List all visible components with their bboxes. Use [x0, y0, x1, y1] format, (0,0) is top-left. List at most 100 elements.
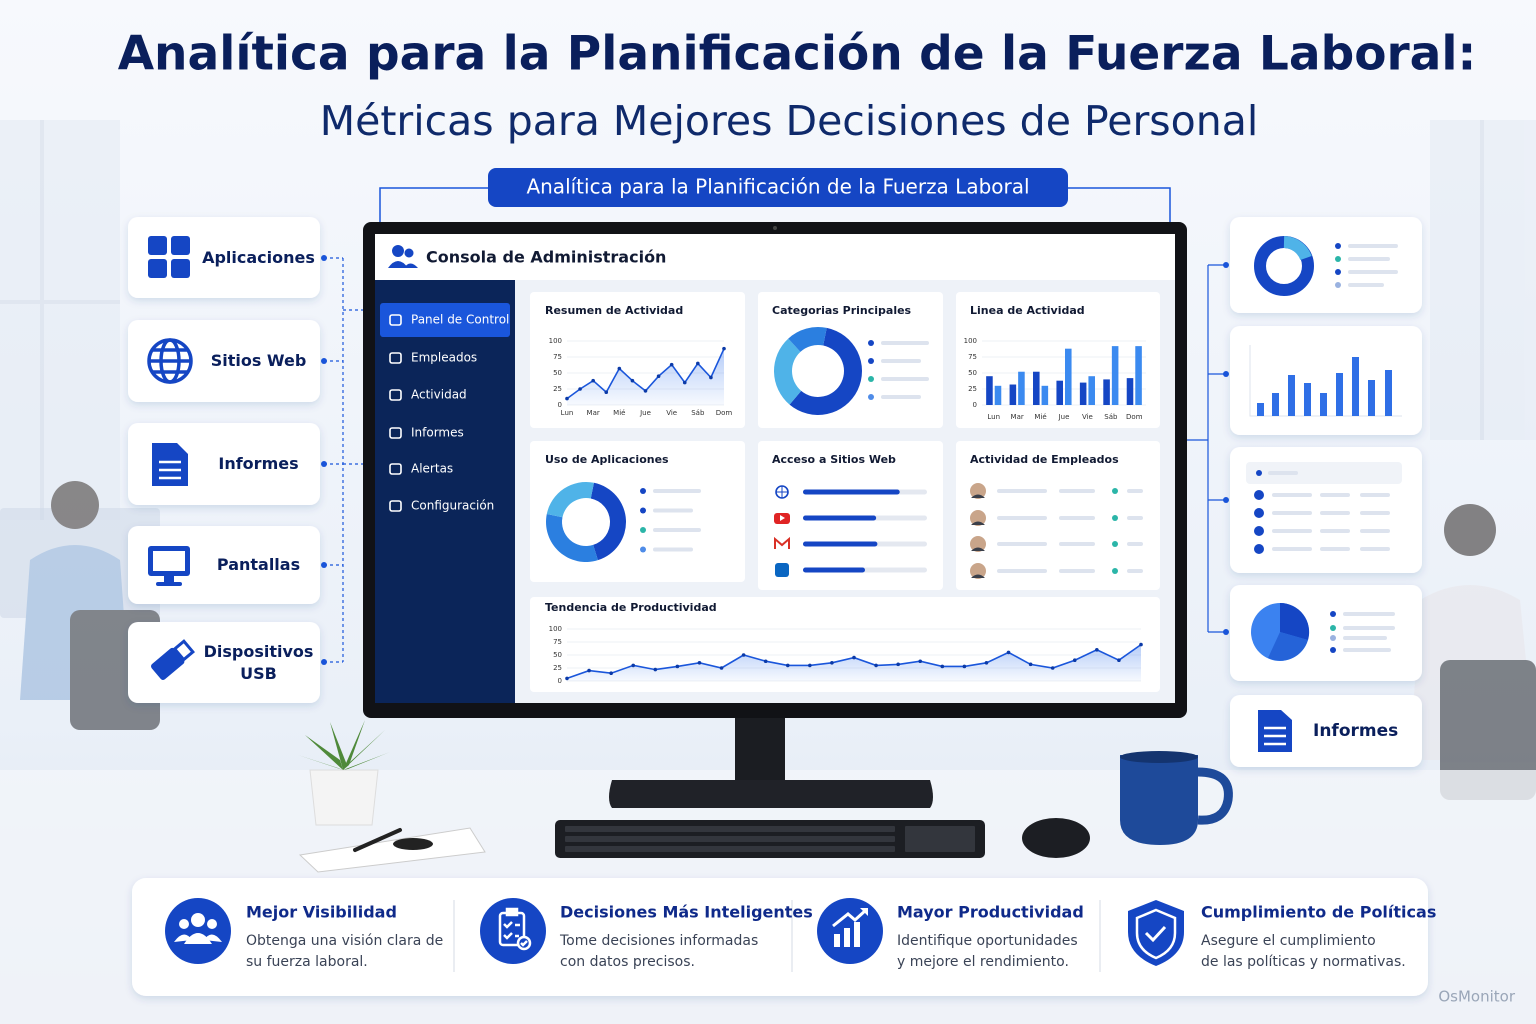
line-point — [785, 663, 790, 668]
feature-description: de las políticas y normativas. — [1201, 954, 1406, 970]
console-header — [375, 234, 1175, 280]
panel-title: Actividad de Empleados — [970, 453, 1119, 466]
y-tick-label: 75 — [968, 353, 977, 361]
employee-status — [1112, 541, 1118, 547]
feature-title: Mejor Visibilidad — [246, 903, 397, 922]
x-tick-label: Mié — [613, 409, 625, 417]
line-area — [567, 348, 724, 405]
x-tick-label: Lun — [987, 413, 1000, 421]
line-point — [1050, 666, 1055, 670]
line-point — [808, 663, 812, 668]
line-point — [984, 661, 989, 665]
plant — [298, 720, 390, 770]
right-connector-dots — [1223, 262, 1229, 635]
x-tick-label: Vie — [666, 409, 677, 417]
bar — [1126, 378, 1134, 405]
left-card-label-box: Dispositivos USB — [203, 641, 314, 683]
legend-dot — [868, 376, 874, 382]
line-point — [591, 378, 595, 383]
menu-item: Panel de Control — [411, 313, 509, 327]
site-icon — [775, 563, 789, 577]
line-point — [719, 666, 724, 670]
banner-text: Analítica para la Planificación de la Fu… — [526, 175, 1029, 199]
employee-avatar — [970, 563, 986, 579]
x-tick-label: Sáb — [1104, 413, 1118, 421]
menu-icon — [389, 427, 402, 439]
left-card — [128, 622, 320, 703]
employee-placeholder — [1059, 489, 1095, 493]
line-point — [763, 659, 768, 664]
legend-dot — [868, 358, 874, 364]
menu-item: Configuración — [411, 499, 494, 513]
employee-placeholder — [1127, 542, 1143, 546]
line-point — [741, 653, 746, 657]
line-point — [565, 676, 569, 681]
line-point — [682, 380, 687, 385]
mug-top — [1120, 751, 1198, 763]
bar — [1103, 379, 1110, 405]
line-point — [587, 668, 591, 673]
x-tick-label: Mar — [1011, 413, 1024, 421]
line-point — [604, 390, 609, 395]
features: Mejor Visibilidad Obtenga una visión clar… — [246, 903, 1436, 971]
bar — [1056, 380, 1063, 405]
y-tick-label: 50 — [553, 369, 562, 377]
line-area — [567, 644, 1141, 681]
legend-placeholder — [881, 359, 921, 363]
line-point — [675, 664, 680, 669]
mug — [1120, 755, 1198, 845]
feature-description: con datos precisos. — [560, 954, 695, 970]
pen — [353, 828, 402, 852]
employee-avatar-body — [971, 547, 985, 551]
legend-dot — [640, 488, 646, 494]
menu-icon — [389, 352, 402, 364]
line-point — [565, 396, 569, 401]
feature-description: Tome decisiones informadas — [559, 933, 758, 949]
left-card-label-box: Sitios Web — [210, 351, 307, 371]
employee-avatar-body — [971, 521, 985, 525]
bar — [1041, 385, 1049, 405]
menu-icon — [389, 314, 402, 326]
y-tick-label: 25 — [553, 664, 562, 672]
legend-placeholder — [881, 341, 929, 345]
legend-dot — [640, 507, 646, 514]
banner-connector — [379, 187, 1171, 222]
panel-title: Uso de Aplicaciones — [545, 453, 669, 466]
line-point — [697, 661, 702, 665]
left-connector-dots — [321, 255, 327, 665]
x-tick-label: Jue — [639, 409, 651, 417]
employee-avatar-body — [971, 574, 985, 578]
line-point — [669, 362, 674, 367]
employee-placeholder — [1059, 542, 1095, 546]
bar — [1111, 346, 1119, 405]
left-card-label: Dispositivos USB — [203, 641, 314, 683]
bar — [994, 385, 1002, 405]
menu-item: Informes — [411, 426, 464, 440]
panel-title: Categorias Principales — [772, 304, 912, 317]
menu-item: Alertas — [411, 462, 453, 476]
x-tick-label: Mar — [587, 409, 600, 417]
panel — [956, 441, 1160, 590]
plant-pot — [309, 769, 379, 826]
bar — [1018, 371, 1025, 405]
line-point — [578, 387, 582, 391]
employee-placeholder — [1127, 516, 1143, 520]
line-point — [630, 378, 635, 383]
donut-segment — [546, 514, 598, 562]
feature-description: Asegure el cumplimiento — [1201, 933, 1376, 949]
line-point — [643, 389, 648, 393]
left-card-label: Aplicaciones — [202, 247, 315, 267]
employee-placeholder — [1127, 489, 1143, 493]
banner — [488, 168, 1068, 207]
menu-icon — [389, 463, 402, 475]
y-tick-label: 100 — [549, 337, 562, 345]
right-card-label: Informes — [1313, 721, 1398, 741]
panel-title: Linea de Actividad — [970, 304, 1085, 317]
line-point — [631, 663, 636, 668]
left-card-label: Pantallas — [216, 555, 301, 575]
legend-placeholder — [881, 377, 929, 381]
left-card-label: Sitios Web — [210, 351, 307, 371]
left-card-label-box: Informes — [218, 454, 298, 473]
line-point — [653, 667, 658, 672]
employee-placeholder — [1059, 516, 1095, 520]
